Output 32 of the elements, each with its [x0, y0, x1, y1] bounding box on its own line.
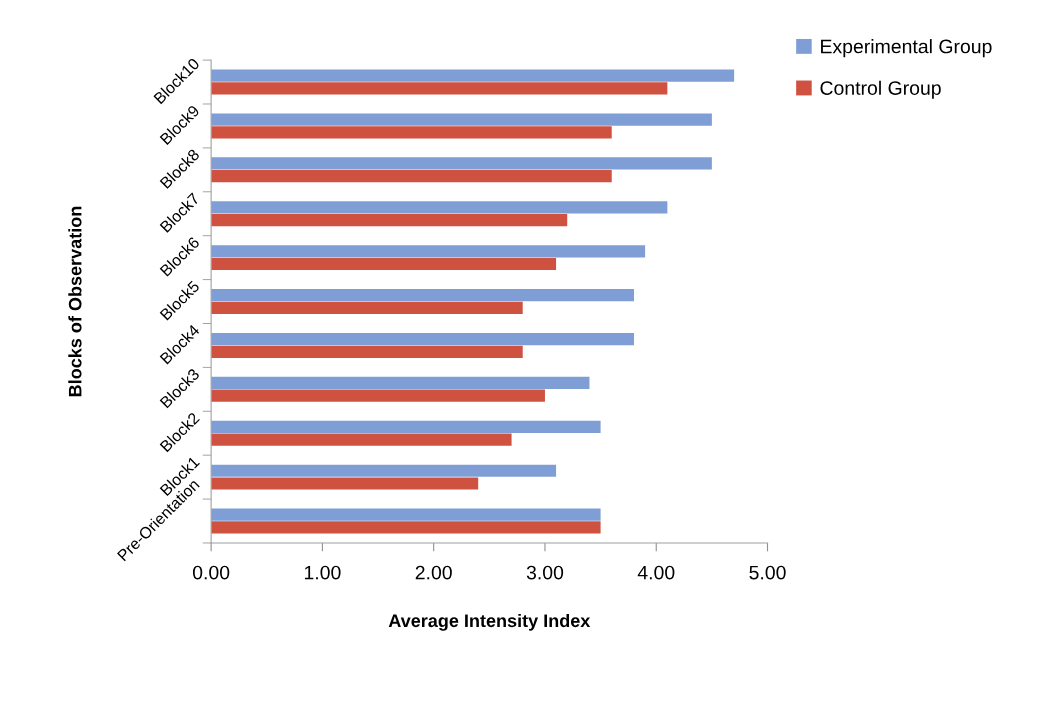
bar [211, 82, 668, 95]
x-tick-label: 4.00 [637, 565, 675, 580]
bar [211, 201, 668, 214]
bar [211, 113, 712, 126]
legend-label: Control Group [820, 80, 941, 99]
x-axis-title: Average Intensity Index [388, 613, 591, 631]
x-tick-label: 3.00 [526, 565, 564, 580]
bar [211, 69, 735, 82]
bar [211, 170, 612, 183]
bar [211, 257, 557, 271]
bar [211, 289, 634, 302]
bar [211, 245, 646, 258]
bar [211, 420, 601, 433]
bar [211, 213, 568, 227]
bar [211, 508, 601, 521]
bar [211, 126, 612, 139]
x-tick-label: 1.00 [304, 565, 341, 580]
bar [211, 345, 523, 358]
bar [211, 376, 590, 390]
bar [211, 389, 545, 402]
bar [211, 521, 601, 534]
x-tick-label: 2.00 [415, 565, 452, 580]
bar [211, 301, 523, 315]
bar [211, 477, 479, 490]
y-axis-title: Blocks of Observation [68, 206, 82, 397]
bar [211, 464, 557, 477]
bar [211, 332, 634, 346]
legend-label: Experimental Group [821, 39, 992, 58]
x-tick-label: 0.00 [192, 565, 230, 580]
bar [211, 157, 712, 170]
bar [211, 433, 512, 446]
x-tick-label: 5.00 [749, 565, 786, 580]
